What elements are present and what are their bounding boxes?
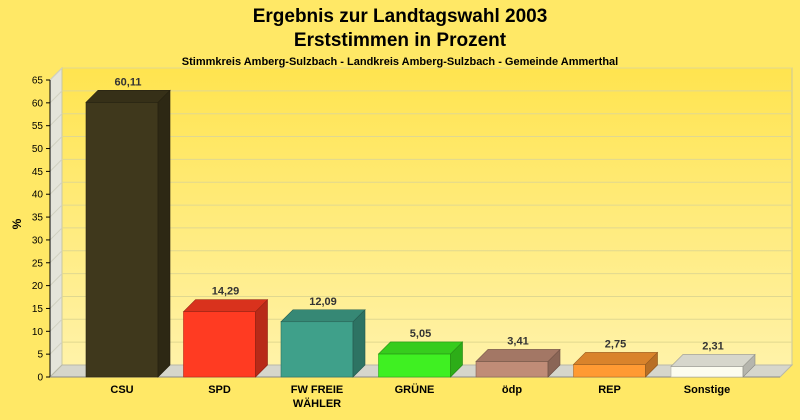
bar-front — [573, 364, 646, 378]
gridline-side — [49, 136, 63, 149]
gridline-side — [49, 318, 63, 332]
gridline-side — [49, 296, 63, 309]
bar-top — [670, 354, 756, 367]
bar-value-label: 2,75 — [605, 338, 626, 350]
bar-front — [183, 311, 256, 378]
y-tick-label: 30 — [32, 235, 44, 246]
bar-value-label: 12,09 — [309, 296, 337, 308]
y-tick-label: 25 — [32, 258, 44, 269]
bar-value-label: 5,05 — [410, 328, 431, 340]
gridline-side — [49, 250, 63, 264]
y-tick-label: 5 — [37, 350, 43, 361]
y-tick-label: 45 — [32, 167, 44, 178]
bar-value-label: 3,41 — [507, 335, 528, 347]
y-tick-label: 65 — [32, 76, 44, 87]
x-category-label: Sonstige — [684, 384, 730, 396]
gridline-side — [49, 204, 63, 218]
y-tick-label: 20 — [32, 281, 44, 292]
x-category-label: REP — [598, 384, 621, 396]
bar-value-label: 14,29 — [212, 286, 240, 298]
y-tick-label: 50 — [32, 144, 44, 155]
chart-subtitle: Erststimmen in Prozent — [294, 30, 507, 51]
gridline-side — [49, 181, 63, 195]
bar-value-label: 2,31 — [702, 340, 723, 352]
bar-front — [670, 366, 744, 378]
y-tick-label: 10 — [32, 327, 44, 338]
y-tick-label: 60 — [32, 98, 44, 109]
x-category-label: ödp — [502, 384, 522, 396]
y-tick-label: 35 — [32, 213, 44, 224]
bar-top — [475, 349, 561, 362]
bar-top — [572, 352, 659, 365]
y-tick-label: 55 — [32, 121, 44, 132]
chart-title: Ergebnis zur Landtagswahl 2003 — [253, 6, 548, 27]
gridline-side — [49, 90, 63, 104]
bar-front — [475, 361, 549, 378]
bar-front — [378, 353, 451, 378]
x-category-label: GRÜNE — [395, 383, 435, 396]
bar-value-label: 60,11 — [115, 76, 142, 88]
gridline-side — [49, 341, 63, 355]
bar-front — [280, 321, 354, 378]
y-tick-label: 40 — [32, 190, 44, 201]
bar-front — [85, 102, 159, 378]
gridline-side — [49, 159, 63, 172]
x-category-label: CSU — [110, 384, 133, 396]
bar-side — [255, 298, 268, 378]
gridline-side — [49, 113, 63, 127]
bar-top — [85, 90, 171, 103]
bar-top — [182, 299, 269, 313]
gridline-side — [49, 227, 63, 241]
gridline-side — [49, 273, 63, 286]
gridline-side — [49, 67, 63, 81]
plot-back-wall — [61, 67, 793, 366]
plot-area: 0 5 10 15 20 25 30 35 40 45 50 55 60 65 60,11 CSU 14,29 S… — [32, 66, 794, 410]
chart-caption: Stimmkreis Amberg-Sulzbach - Landkreis A… — [182, 56, 618, 68]
bar-top — [280, 309, 366, 323]
y-axis-label: % — [10, 218, 24, 229]
x-category-label: SPD — [208, 384, 231, 396]
bar-top — [377, 341, 464, 355]
plot-left-wall — [49, 66, 63, 379]
y-tick-label: 0 — [37, 373, 43, 384]
y-tick-label: 15 — [32, 304, 44, 315]
bar-side — [157, 89, 171, 378]
x-category-label: FW FREIE WÄHLER — [291, 384, 344, 410]
